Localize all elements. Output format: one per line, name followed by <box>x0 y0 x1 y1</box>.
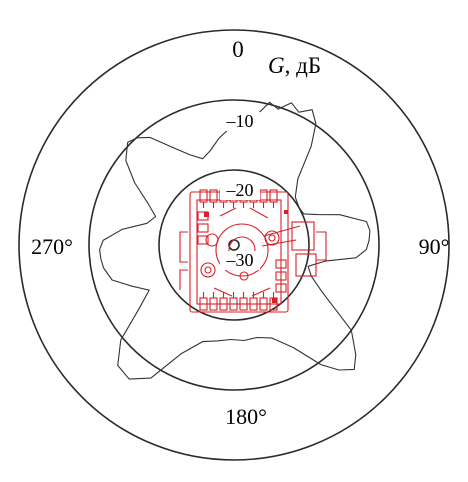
radial-tick-labels: 0 –10 –20 –30 <box>220 37 260 270</box>
angle-label: 180° <box>225 404 267 429</box>
radial-grid <box>18 29 450 461</box>
angle-label: 90° <box>419 234 450 259</box>
pattern-line <box>99 101 371 380</box>
radial-tick-label: –10 <box>226 111 254 131</box>
grid-ring <box>88 99 380 391</box>
pattern-series <box>99 101 371 380</box>
radial-tick-label: 0 <box>232 37 244 62</box>
tick-label-background <box>220 112 260 131</box>
angle-labels: 90° 180° 270° <box>31 234 449 429</box>
grid-ring <box>158 169 310 321</box>
tick-label-background <box>220 181 260 200</box>
radial-tick-label: –20 <box>226 180 254 200</box>
radial-axis-title: G, дБ <box>268 53 321 78</box>
radial-tick-label: –30 <box>226 250 254 270</box>
angle-label: 270° <box>31 234 73 259</box>
axis-title-variable: G <box>268 53 285 78</box>
grid-ring <box>18 29 450 461</box>
tick-label-background <box>220 251 260 270</box>
axis-title-unit: , дБ <box>285 53 321 78</box>
